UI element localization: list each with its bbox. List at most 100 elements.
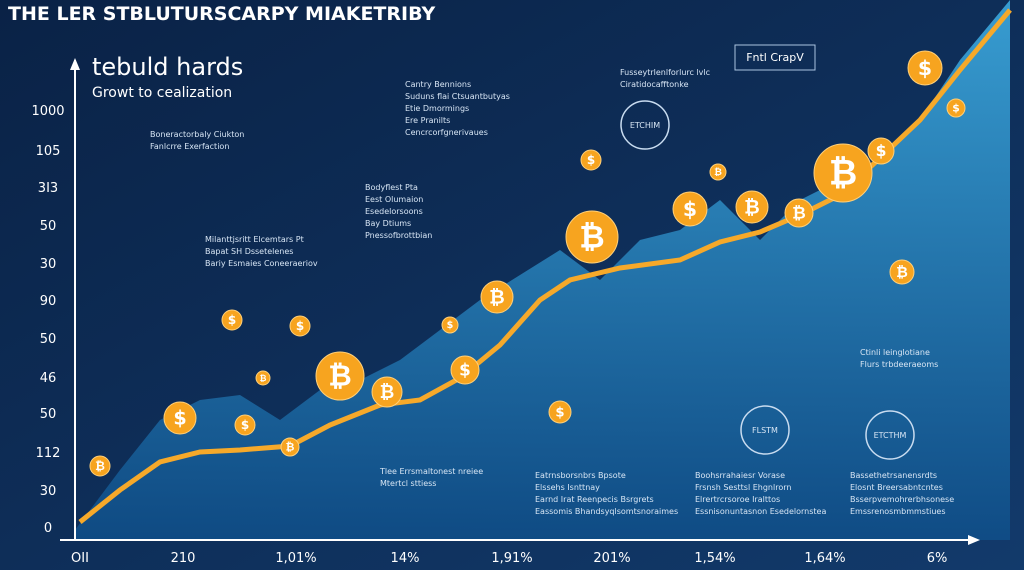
- coin-symbol: $: [447, 320, 454, 331]
- callout-line: Elrertrcrsoroe Iralttos: [695, 495, 780, 504]
- coin: [813, 143, 873, 203]
- coin-symbol: ₿: [744, 195, 760, 218]
- y-label: 90: [40, 294, 57, 309]
- callout-line: Pnessofbrottbian: [365, 231, 432, 240]
- coin: [255, 370, 271, 386]
- coin: [672, 191, 708, 227]
- y-label: 1000: [31, 104, 64, 119]
- x-label: 201%: [593, 551, 630, 566]
- callout-title: Ctinli leinglotiane: [860, 348, 930, 357]
- callout-line: Mtertcl sttiess: [380, 479, 436, 488]
- callout-title: Tlee Errsmaltonest nreiee: [379, 467, 483, 476]
- callout-line: Elssehs Isnttnay: [535, 483, 600, 492]
- y-label: 50: [40, 407, 57, 422]
- device-label: ETCTHM: [874, 431, 907, 440]
- coin: [580, 149, 602, 171]
- coin: [163, 401, 197, 435]
- callout-title: Milanttjsritt Elcemtars Pt: [205, 235, 304, 244]
- coin: [371, 376, 403, 408]
- callout-line: Emssrenosmbmmstiues: [850, 507, 946, 516]
- coin: [221, 309, 243, 331]
- x-label: 1,54%: [694, 551, 735, 566]
- device-label: FLSTM: [752, 426, 778, 435]
- coin: [867, 137, 895, 165]
- callout-title: Eatrnsborsnbrs Bpsote: [535, 471, 626, 480]
- title: THE LER STBLUTURSCARPY MIAKETRIBY: [8, 3, 436, 25]
- coin: [89, 455, 111, 477]
- y-label: 30: [40, 484, 57, 499]
- coin-symbol: ₿: [380, 382, 395, 403]
- callout-line: Cencrcorfgnerivaues: [405, 128, 488, 137]
- arrow: [70, 58, 80, 70]
- callout-line: Fanlcrre Exerfaction: [150, 142, 229, 151]
- y-label: 50: [40, 219, 57, 234]
- coin-symbol: $: [918, 56, 932, 80]
- callout-line: Eassomis Bhandsyqlsomtsnoraimes: [535, 507, 678, 516]
- coin-symbol: ₿: [260, 373, 267, 383]
- badge: Fntl CrapV: [746, 51, 804, 64]
- x-label: 1,01%: [275, 551, 316, 566]
- coin: [234, 414, 256, 436]
- arrow: [968, 535, 980, 545]
- x-label: 210: [171, 551, 196, 566]
- coin: [735, 190, 769, 224]
- device: [865, 410, 915, 460]
- coin-symbol: ₿: [714, 167, 722, 178]
- x-label: 1,91%: [491, 551, 532, 566]
- coin-symbol: ₿: [328, 359, 351, 393]
- coin-symbol: ₿: [489, 285, 505, 308]
- coin: [709, 163, 727, 181]
- coin-symbol: ₿: [95, 459, 105, 473]
- subheading: Growt to cealization: [92, 85, 232, 101]
- coin: [450, 355, 480, 385]
- area: [75, 0, 1010, 540]
- callout-line: Essnisonuntasnon Esedelornstea: [695, 507, 826, 516]
- callout-line: Ere Pranilts: [405, 116, 450, 125]
- callout-line: Eest Olumaion: [365, 195, 423, 204]
- coin: [946, 98, 966, 118]
- coin-symbol: ₿: [896, 265, 908, 281]
- coin-symbol: ₿: [829, 154, 857, 194]
- y-label: 46: [40, 371, 57, 386]
- callout-line: Bariy Esmaies Coneeraeriov: [205, 259, 318, 268]
- x-label: OII: [71, 551, 89, 566]
- coin-symbol: $: [173, 406, 186, 429]
- coin-symbol: $: [228, 313, 236, 327]
- x-label: 6%: [927, 551, 948, 566]
- coin: [548, 400, 572, 424]
- callout-line: Bsserpvemohrerbhsonese: [850, 495, 954, 504]
- coin-symbol: ₿: [579, 219, 604, 255]
- x-label: 1,64%: [804, 551, 845, 566]
- coin-symbol: ₿: [792, 203, 806, 223]
- y-label: 105: [36, 144, 61, 159]
- y-label: 3I3: [38, 181, 58, 196]
- coin-symbol: $: [876, 142, 887, 160]
- badge-box: [734, 44, 816, 71]
- coin: [280, 437, 300, 457]
- coin: [784, 198, 814, 228]
- y-label: 112: [36, 446, 61, 461]
- callout-line: Bay Dtiums: [365, 219, 411, 228]
- callout-line: Elosnt Breersabntcntes: [850, 483, 943, 492]
- device: [620, 100, 670, 150]
- callout-line: Bapat SH Dssetelenes: [205, 247, 293, 256]
- callout-title: Boohsrrahaiesr Vorase: [695, 471, 785, 480]
- coin-symbol: $: [952, 102, 960, 115]
- callout-line: Earnd Irat Reenpecis Bsrgrets: [535, 495, 654, 504]
- y-label: 0: [44, 521, 52, 536]
- coin: [907, 50, 943, 86]
- callout-line: Esedelorsoons: [365, 207, 423, 216]
- callout-title: Fusseytrlenlforlurc lvlc: [620, 68, 710, 77]
- coin: [565, 210, 619, 264]
- callout-line: Flurs trbdeeraeoms: [860, 360, 938, 369]
- callout-title: Bodyflest Pta: [365, 183, 418, 192]
- coin-symbol: $: [555, 405, 564, 420]
- coin: [441, 316, 459, 334]
- coin: [315, 351, 365, 401]
- coin-symbol: $: [459, 360, 471, 380]
- callout-line: Suduns flai Ctsuantbutyas: [405, 92, 510, 101]
- device-label: ETCHIM: [630, 121, 660, 130]
- coin-symbol: $: [587, 153, 595, 167]
